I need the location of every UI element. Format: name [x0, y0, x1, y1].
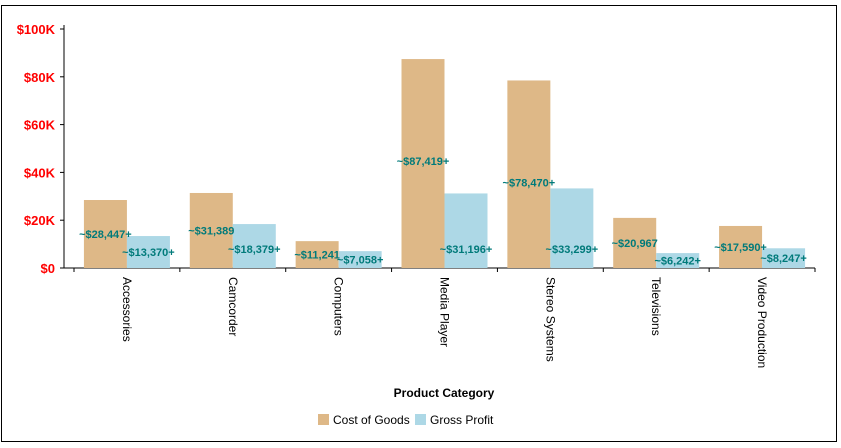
- bar: [338, 251, 382, 268]
- bar: [762, 248, 806, 268]
- bar: [719, 225, 763, 268]
- legend-label: Cost of Goods: [333, 413, 410, 427]
- data-labels: ~$28,447+ ~$13,370+ ~$31,389 ~$18,379+ ~$11,…: [79, 156, 807, 267]
- data-label: ~$31,196+: [440, 244, 493, 256]
- bar: [550, 188, 594, 268]
- data-label: ~$28,447+: [79, 229, 132, 241]
- data-label: ~$11,241: [294, 250, 340, 262]
- y-tick-label: $80K: [24, 70, 56, 85]
- data-label: ~$7,058+: [337, 255, 384, 267]
- y-tick-label: $40K: [24, 165, 56, 180]
- x-tick-label: Stereo Systems: [543, 277, 557, 362]
- y-axis: $0 $20K $40K $60K $80K $100K: [17, 22, 65, 276]
- legend: Cost of Goods Gross Profit: [318, 413, 494, 427]
- y-tick-label: $60K: [24, 118, 56, 133]
- bar: [126, 236, 170, 268]
- x-tick-label: Camcorder: [226, 277, 240, 336]
- bar: [295, 241, 339, 268]
- x-tick-label: Media Player: [438, 277, 452, 347]
- data-label: ~$8,247+: [760, 253, 807, 265]
- data-label: ~$20,967: [612, 238, 658, 250]
- bar: [656, 253, 700, 268]
- bar: [613, 217, 657, 268]
- legend-swatch: [318, 414, 329, 425]
- data-label: ~$33,299+: [546, 244, 599, 256]
- y-tick-label: $100K: [17, 22, 56, 37]
- x-tick-label: Accessories: [120, 277, 134, 342]
- data-label: ~$6,242+: [654, 256, 701, 268]
- legend-label: Gross Profit: [430, 413, 494, 427]
- legend-swatch: [415, 414, 426, 425]
- y-tick-label: $0: [41, 261, 55, 276]
- bars: [83, 59, 806, 269]
- x-tick-label: Televisions: [649, 277, 663, 336]
- data-label: ~$78,470+: [503, 177, 556, 189]
- data-label: ~$87,419+: [397, 156, 450, 168]
- y-tick-label: $20K: [24, 213, 56, 228]
- bar: [232, 224, 276, 268]
- bar: [189, 192, 233, 268]
- bar: [401, 59, 445, 268]
- x-tick-label: Video Production: [755, 277, 769, 368]
- x-axis: Accessories Camcorder Computers Media Playe…: [64, 267, 816, 368]
- data-label: ~$18,379+: [228, 244, 281, 256]
- bar: [444, 193, 488, 268]
- bar: [83, 200, 127, 268]
- x-axis-title: Product Category: [394, 386, 495, 400]
- bar: [507, 80, 551, 269]
- data-label: ~$17,590+: [714, 242, 767, 254]
- data-label: ~$31,389: [188, 225, 234, 237]
- x-tick-label: Computers: [332, 277, 346, 336]
- data-label: ~$13,370+: [122, 247, 175, 259]
